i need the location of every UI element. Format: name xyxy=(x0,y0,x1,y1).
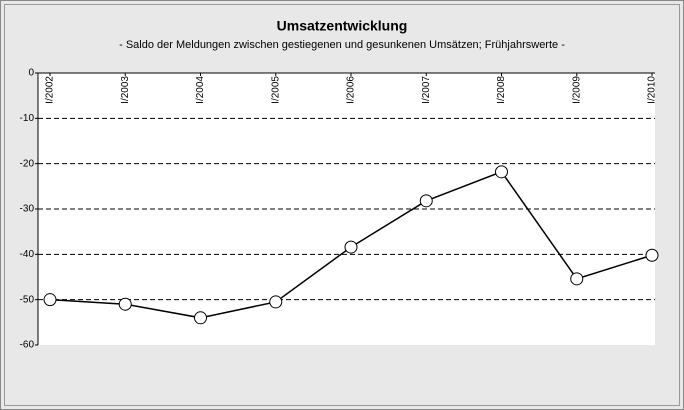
data-point xyxy=(269,295,283,309)
data-point xyxy=(419,194,433,208)
x-tick-label: I/2003 xyxy=(120,76,131,104)
y-tick-label: -20 xyxy=(20,158,35,169)
chart-subtitle: - Saldo der Meldungen zwischen gestiegen… xyxy=(119,39,565,51)
data-point xyxy=(344,240,358,254)
y-tick-label: -40 xyxy=(20,249,35,260)
y-tick-label: -50 xyxy=(20,294,35,305)
x-tick-label: I/2005 xyxy=(270,76,281,104)
x-tick-label: I/2009 xyxy=(571,76,582,104)
y-tick-label: -10 xyxy=(20,113,35,124)
data-point xyxy=(495,165,508,179)
x-tick-label: I/2008 xyxy=(496,76,507,104)
data-point xyxy=(118,297,132,311)
x-tick-label: I/2004 xyxy=(195,76,206,104)
x-tick-label: I/2007 xyxy=(421,76,432,104)
y-tick-label: -30 xyxy=(20,204,35,215)
y-tick-label: -60 xyxy=(20,340,35,351)
x-tick-label: I/2010 xyxy=(647,76,658,104)
data-point xyxy=(570,272,584,286)
x-tick-label: I/2002 xyxy=(45,76,56,104)
data-point xyxy=(194,311,207,325)
x-tick-label: I/2006 xyxy=(346,76,357,104)
data-point xyxy=(43,293,57,307)
data-point xyxy=(645,248,659,262)
y-tick-label: 0 xyxy=(28,68,34,79)
chart-title: Umsatzentwicklung xyxy=(277,18,408,34)
